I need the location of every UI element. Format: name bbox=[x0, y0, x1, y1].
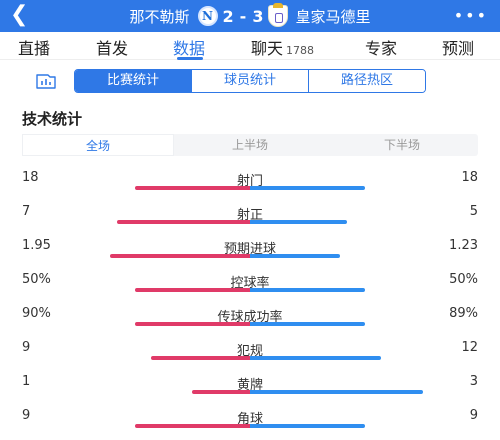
stat-row: 7 射正 5 bbox=[0, 204, 500, 238]
away-value: 5 bbox=[469, 204, 478, 219]
stats-subnav: 比赛统计 球员统计 路径热区 bbox=[0, 68, 500, 94]
tab-live[interactable]: 直播 bbox=[18, 39, 51, 58]
away-bar bbox=[250, 356, 381, 360]
score-separator: - bbox=[239, 6, 247, 26]
main-tabs: 直播 首发 数据 聊天 1788 专家 预测 bbox=[0, 32, 500, 60]
away-value: 89% bbox=[449, 306, 478, 321]
stats-segment-control: 比赛统计 球员统计 路径热区 bbox=[74, 69, 426, 93]
away-bar bbox=[250, 288, 365, 292]
tab-chat[interactable]: 聊天 1788 bbox=[251, 39, 315, 58]
stat-name: 预期进球 bbox=[223, 242, 276, 257]
home-value: 18 bbox=[22, 170, 39, 185]
stat-name: 黄牌 bbox=[236, 378, 263, 393]
chevron-left-icon[interactable]: ❮ bbox=[10, 2, 29, 27]
stat-name: 射门 bbox=[236, 174, 263, 189]
home-value: 7 bbox=[22, 204, 31, 219]
home-bar bbox=[192, 390, 250, 394]
period-first-half[interactable]: 上半场 bbox=[231, 138, 268, 152]
tab-prediction[interactable]: 预测 bbox=[442, 39, 475, 58]
match-header: ❮ 那不勒斯 2 - 3 皇家马德里 ••• bbox=[0, 0, 500, 32]
home-bar bbox=[135, 424, 250, 428]
home-bar bbox=[151, 356, 250, 360]
stat-row: 50% 控球率 50% bbox=[0, 272, 500, 306]
stat-row: 9 犯规 12 bbox=[0, 340, 500, 374]
home-team-name: 那不勒斯 bbox=[129, 7, 190, 26]
away-value: 18 bbox=[461, 170, 478, 185]
away-value: 1.23 bbox=[449, 238, 478, 253]
segment-match-stats[interactable]: 比赛统计 bbox=[75, 70, 192, 92]
stat-row: 9 角球 9 bbox=[0, 408, 500, 440]
away-team-name: 皇家马德里 bbox=[295, 7, 371, 26]
away-bar bbox=[250, 322, 365, 326]
stat-name: 控球率 bbox=[230, 276, 270, 291]
away-value: 12 bbox=[461, 340, 478, 355]
home-value: 90% bbox=[22, 306, 51, 321]
real-madrid-crest-icon bbox=[268, 3, 289, 27]
away-bar bbox=[250, 254, 340, 258]
period-selector: 全场 上半场 下半场 bbox=[22, 134, 478, 156]
home-bar bbox=[117, 220, 250, 224]
stat-name: 传球成功率 bbox=[217, 310, 283, 325]
tab-experts[interactable]: 专家 bbox=[365, 39, 398, 58]
match-score-bar: 那不勒斯 2 - 3 皇家马德里 bbox=[0, 0, 500, 32]
period-full-match[interactable]: 全场 bbox=[22, 134, 174, 156]
stat-name: 射正 bbox=[236, 208, 263, 223]
away-bar bbox=[250, 424, 365, 428]
home-value: 50% bbox=[22, 272, 51, 287]
home-bar bbox=[110, 254, 250, 258]
stat-row: 18 射门 18 bbox=[0, 170, 500, 204]
stat-name: 角球 bbox=[236, 412, 263, 427]
active-tab-indicator bbox=[177, 57, 203, 60]
more-dots-icon[interactable]: ••• bbox=[453, 6, 488, 25]
stat-name: 犯规 bbox=[236, 344, 263, 359]
tab-data[interactable]: 数据 bbox=[173, 39, 206, 58]
away-bar bbox=[250, 390, 423, 394]
home-bar bbox=[135, 322, 250, 326]
home-value: 9 bbox=[22, 408, 31, 423]
stat-row: 90% 传球成功率 89% bbox=[0, 306, 500, 340]
period-second-half[interactable]: 下半场 bbox=[383, 138, 420, 152]
home-bar bbox=[135, 288, 250, 292]
away-bar bbox=[250, 220, 347, 224]
segment-heatmap[interactable]: 路径热区 bbox=[309, 70, 425, 92]
away-score: 3 bbox=[252, 6, 264, 26]
away-value: 3 bbox=[469, 374, 478, 389]
chat-count: 1788 bbox=[286, 44, 315, 57]
section-title: 技术统计 bbox=[22, 110, 83, 128]
away-value: 9 bbox=[469, 408, 478, 423]
home-bar bbox=[135, 186, 250, 190]
stat-row: 1.95 预期进球 1.23 bbox=[0, 238, 500, 272]
bar-chart-icon[interactable] bbox=[35, 72, 57, 90]
home-value: 9 bbox=[22, 340, 31, 355]
stat-row: 1 黄牌 3 bbox=[0, 374, 500, 408]
segment-player-stats[interactable]: 球员统计 bbox=[192, 70, 309, 92]
home-score: 2 bbox=[222, 6, 234, 26]
home-value: 1.95 bbox=[22, 238, 51, 253]
home-value: 1 bbox=[22, 374, 31, 389]
tab-lineup[interactable]: 首发 bbox=[96, 39, 129, 58]
away-value: 50% bbox=[449, 272, 478, 287]
napoli-crest-icon bbox=[197, 6, 218, 26]
away-bar bbox=[250, 186, 365, 190]
